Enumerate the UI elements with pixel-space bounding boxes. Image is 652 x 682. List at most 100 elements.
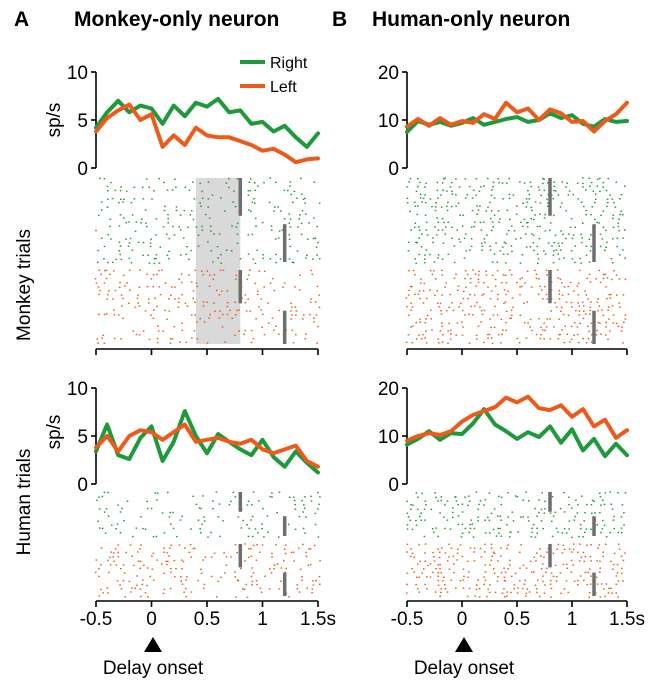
- spike: [206, 342, 209, 344]
- spike: [230, 500, 232, 503]
- spike: [275, 261, 277, 264]
- spike: [306, 238, 309, 240]
- spike: [586, 583, 589, 586]
- spike: [288, 238, 291, 240]
- spike: [244, 294, 247, 296]
- spike: [250, 329, 253, 332]
- spike: [519, 567, 521, 569]
- spike: [128, 269, 131, 272]
- spike: [421, 572, 423, 574]
- spike: [136, 584, 138, 587]
- spike: [624, 278, 627, 281]
- spike: [170, 571, 172, 573]
- spike: [424, 560, 426, 563]
- spike: [570, 571, 573, 573]
- raster-right: [406, 491, 627, 539]
- spike: [425, 318, 427, 320]
- spike: [495, 242, 497, 244]
- spike: [100, 547, 103, 549]
- spike: [588, 330, 590, 333]
- spike: [493, 508, 496, 510]
- trace-left: [94, 102, 320, 165]
- spike: [225, 182, 228, 184]
- spike: [594, 218, 596, 221]
- spike: [179, 214, 182, 216]
- spike: [296, 587, 299, 590]
- spike: [493, 197, 496, 199]
- legend-label-right: Right: [270, 55, 308, 72]
- spike: [254, 182, 256, 184]
- spike: [260, 591, 263, 593]
- spike: [258, 500, 260, 502]
- spike: [234, 571, 236, 573]
- spike: [530, 206, 533, 209]
- spike: [599, 567, 601, 569]
- spike: [124, 596, 127, 598]
- spike: [173, 325, 176, 328]
- spike: [554, 564, 557, 567]
- spike: [595, 334, 598, 336]
- spike: [582, 177, 584, 179]
- spike: [589, 583, 592, 585]
- spike: [580, 241, 583, 244]
- spike: [110, 551, 113, 553]
- spike: [590, 301, 592, 303]
- spike: [602, 555, 604, 558]
- spike: [493, 253, 496, 255]
- spike: [528, 198, 531, 200]
- spike: [262, 313, 264, 316]
- spike: [490, 543, 493, 546]
- spike: [107, 261, 109, 264]
- spike: [255, 559, 258, 561]
- spike: [437, 254, 440, 256]
- spike: [180, 576, 182, 578]
- spike: [203, 516, 205, 518]
- spike: [236, 233, 239, 236]
- spike: [617, 492, 619, 494]
- spike: [131, 587, 133, 589]
- spike: [571, 237, 574, 240]
- spike: [318, 202, 321, 204]
- spike: [203, 321, 206, 323]
- spike: [122, 317, 124, 320]
- spike: [547, 182, 549, 184]
- spike: [263, 286, 265, 288]
- spike: [269, 258, 272, 260]
- spike: [440, 588, 443, 590]
- spike: [194, 301, 196, 303]
- spike: [441, 182, 444, 184]
- spike: [433, 270, 435, 272]
- spike: [283, 559, 285, 562]
- spike: [543, 217, 546, 219]
- spike: [483, 293, 485, 295]
- spike: [567, 285, 570, 288]
- spike: [216, 596, 218, 598]
- spike: [612, 214, 615, 216]
- spike: [529, 181, 532, 184]
- spike: [123, 198, 125, 201]
- spike: [549, 583, 552, 585]
- spike: [470, 305, 473, 308]
- spike: [492, 314, 495, 316]
- spike: [457, 202, 460, 204]
- spike: [183, 591, 185, 593]
- spike: [557, 277, 560, 279]
- spike: [284, 571, 287, 574]
- spike: [502, 253, 505, 255]
- spike: [218, 503, 221, 505]
- spike: [476, 584, 478, 586]
- spike: [164, 309, 166, 312]
- spike: [117, 314, 120, 316]
- spike: [413, 201, 416, 204]
- spike: [231, 225, 233, 227]
- spike: [503, 289, 506, 291]
- spike: [186, 305, 189, 307]
- spike: [190, 281, 193, 283]
- spike: [414, 274, 416, 276]
- spike: [312, 258, 314, 260]
- spike: [608, 318, 610, 320]
- spike: [599, 281, 602, 284]
- spike: [618, 229, 620, 232]
- spike: [476, 301, 478, 304]
- spike: [611, 305, 614, 307]
